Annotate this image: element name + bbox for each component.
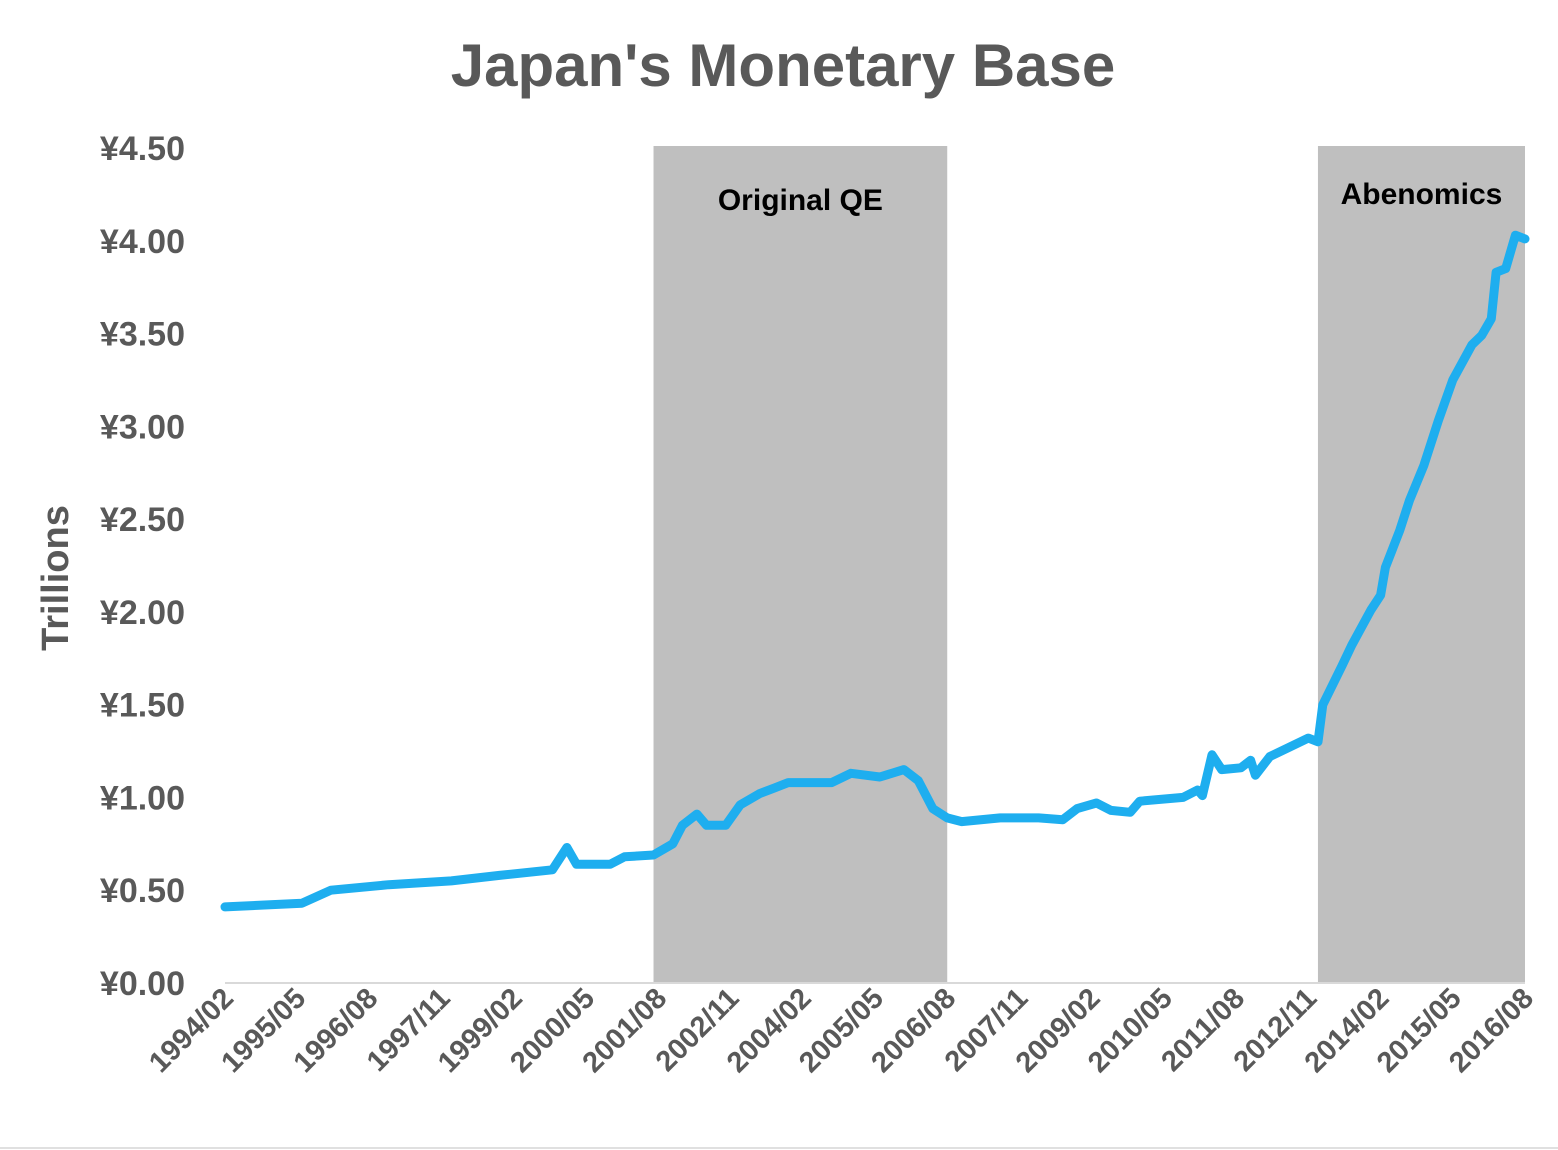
y-tick-label: ¥4.00: [100, 223, 185, 261]
y-tick-label: ¥3.00: [100, 408, 185, 446]
y-tick-label: ¥1.00: [100, 779, 185, 817]
chart-title: Japan's Monetary Base: [451, 32, 1116, 99]
y-tick-label: ¥2.50: [100, 501, 185, 539]
y-tick-label: ¥0.50: [100, 872, 185, 910]
y-tick-label: ¥2.00: [100, 594, 185, 632]
y-tick-label: ¥3.50: [100, 316, 185, 354]
y-tick-label: ¥4.50: [100, 130, 185, 168]
y-tick-label: ¥0.00: [100, 965, 185, 1003]
period-annotation: Original QE: [718, 184, 883, 217]
y-axis-label: Trillions: [35, 505, 77, 651]
series-line-monetary-base: [220, 230, 1530, 912]
period-annotation: Abenomics: [1341, 178, 1503, 211]
x-axis-ticks: 1994/021995/051996/081997/111999/022000/…: [143, 982, 1540, 1079]
y-tick-label: ¥1.50: [100, 687, 185, 725]
y-axis-ticks: ¥0.00 ¥0.50 ¥1.00 ¥1.50 ¥2.00 ¥2.50 ¥3.00 ¥3.50…: [100, 130, 185, 1003]
shaded-periods: Original QE Abenomics: [653, 146, 1525, 983]
shaded-period-0: [653, 146, 948, 983]
